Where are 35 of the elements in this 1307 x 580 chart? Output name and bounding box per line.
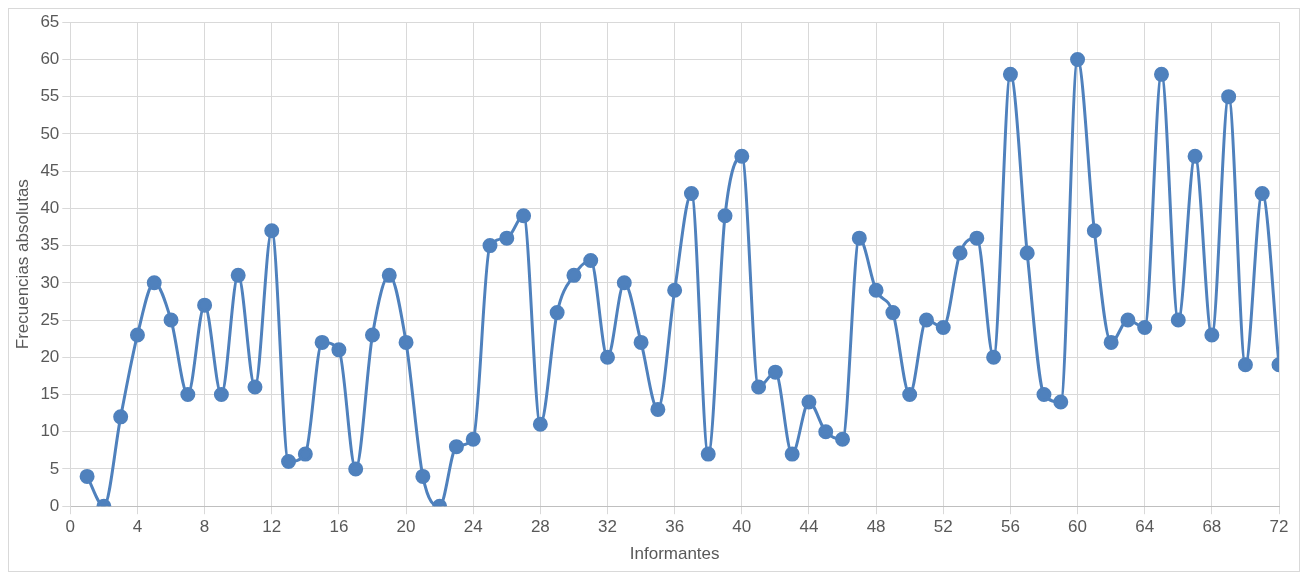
y-tick-label: 15	[40, 384, 60, 404]
x-tick-label: 32	[598, 517, 617, 537]
x-tick-label: 16	[329, 517, 349, 537]
x-tick-label: 56	[1000, 517, 1020, 537]
x-tick-label: 48	[866, 517, 886, 537]
x-tick-label: 52	[933, 517, 953, 537]
x-axis-title: Informantes	[629, 544, 720, 564]
y-tick-label: 20	[40, 346, 60, 366]
y-tick-label: 5	[49, 458, 60, 478]
x-tick-label: 36	[665, 517, 685, 537]
x-tick-label: 0	[65, 517, 76, 537]
x-tick-label: 44	[799, 517, 819, 537]
x-tick-label: 28	[530, 517, 550, 537]
y-tick-label: 25	[40, 309, 60, 329]
x-tick-label: 12	[262, 517, 282, 537]
y-tick-label: 55	[40, 86, 60, 106]
x-tick-label: 64	[1135, 517, 1155, 537]
y-tick-label: 45	[40, 160, 60, 180]
y-tick-label: 35	[40, 235, 60, 255]
y-axis-title: Frecuencias absolutas	[12, 179, 32, 350]
y-tick-label: 30	[40, 272, 60, 292]
y-tick-label: 65	[40, 11, 60, 31]
x-tick-label: 60	[1068, 517, 1088, 537]
x-tick-label: 8	[199, 517, 210, 537]
x-tick-label: 20	[396, 517, 416, 537]
x-tick-label: 40	[732, 517, 752, 537]
y-tick-label: 40	[40, 198, 60, 218]
x-tick-label: 24	[463, 517, 483, 537]
x-tick-label: 4	[132, 517, 143, 537]
x-tick-label: 72	[1269, 517, 1289, 537]
x-tick-label: 68	[1202, 517, 1222, 537]
y-tick-label: 50	[40, 123, 60, 143]
y-tick-label: 0	[49, 495, 60, 515]
y-tick-label: 10	[40, 421, 60, 441]
y-tick-label: 60	[40, 49, 60, 69]
